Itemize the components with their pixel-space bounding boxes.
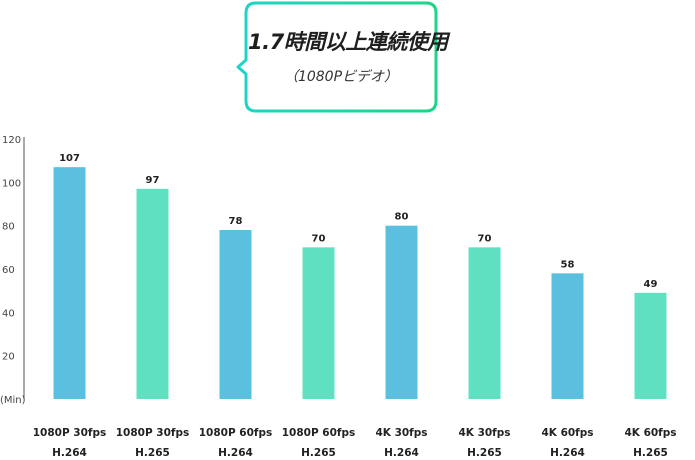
- x-tick-sublabel: H.264: [52, 447, 87, 459]
- bar-value-label: 97: [146, 175, 160, 186]
- bar-value-label: 107: [59, 153, 80, 164]
- y-axis: 20 40 60 80 100 120 (Min): [0, 135, 26, 406]
- y-tick-label: 60: [2, 265, 15, 276]
- callout-border: [236, 1, 438, 113]
- bar-value-label: 78: [229, 216, 243, 227]
- callout-frame: [236, 1, 438, 113]
- x-tick-sublabel: H.264: [384, 447, 419, 459]
- bar-value-label: 80: [395, 212, 409, 223]
- x-tick-label: 4K 60fps: [541, 427, 593, 439]
- x-tick-sublabel: H.265: [467, 447, 502, 459]
- bar: [219, 230, 252, 399]
- y-tick-label: 100: [2, 178, 21, 189]
- y-tick-label: 80: [2, 222, 15, 233]
- x-tick-label: 4K 30fps: [458, 427, 510, 439]
- x-tick-label: 1080P 60fps: [282, 427, 356, 439]
- x-tick-label: 4K 60fps: [624, 427, 676, 439]
- x-tick-label: 4K 30fps: [375, 427, 427, 439]
- x-tick-sublabel: H.265: [633, 447, 668, 459]
- x-tick-sublabel: H.265: [301, 447, 336, 459]
- bar: [468, 247, 501, 399]
- bar: [634, 292, 667, 399]
- x-tick-sublabel: H.265: [135, 447, 170, 459]
- bar: [136, 188, 169, 399]
- x-axis-labels: 1080P 30fps H.264 1080P 30fps H.265 1080P 60…: [33, 427, 677, 459]
- callout-box: 1.7時間以上連続使用 （1080Pビデオ）: [0, 0, 695, 115]
- x-tick-sublabel: H.264: [218, 447, 253, 459]
- bar-value-label: 70: [312, 233, 326, 244]
- callout-subtitle: （1080Pビデオ）: [283, 69, 399, 85]
- bar: [302, 247, 335, 399]
- bar: [53, 167, 86, 399]
- bar-value-label: 49: [644, 279, 658, 290]
- y-tick-label: 120: [2, 135, 21, 146]
- bars-group: 107 97 78 70 80 70 58 49: [53, 153, 667, 399]
- y-tick-label: 40: [2, 308, 15, 319]
- y-tick-label: 20: [2, 352, 15, 363]
- bar-value-label: 70: [478, 233, 492, 244]
- x-tick-label: 1080P 30fps: [33, 427, 107, 439]
- x-tick-sublabel: H.264: [550, 447, 585, 459]
- bar-value-label: 58: [561, 259, 575, 270]
- x-tick-label: 1080P 60fps: [199, 427, 273, 439]
- callout-title: 1.7時間以上連続使用: [248, 30, 448, 54]
- bar: [551, 273, 584, 399]
- y-unit-label: (Min): [0, 395, 26, 406]
- x-tick-label: 1080P 30fps: [116, 427, 190, 439]
- bar: [385, 225, 418, 399]
